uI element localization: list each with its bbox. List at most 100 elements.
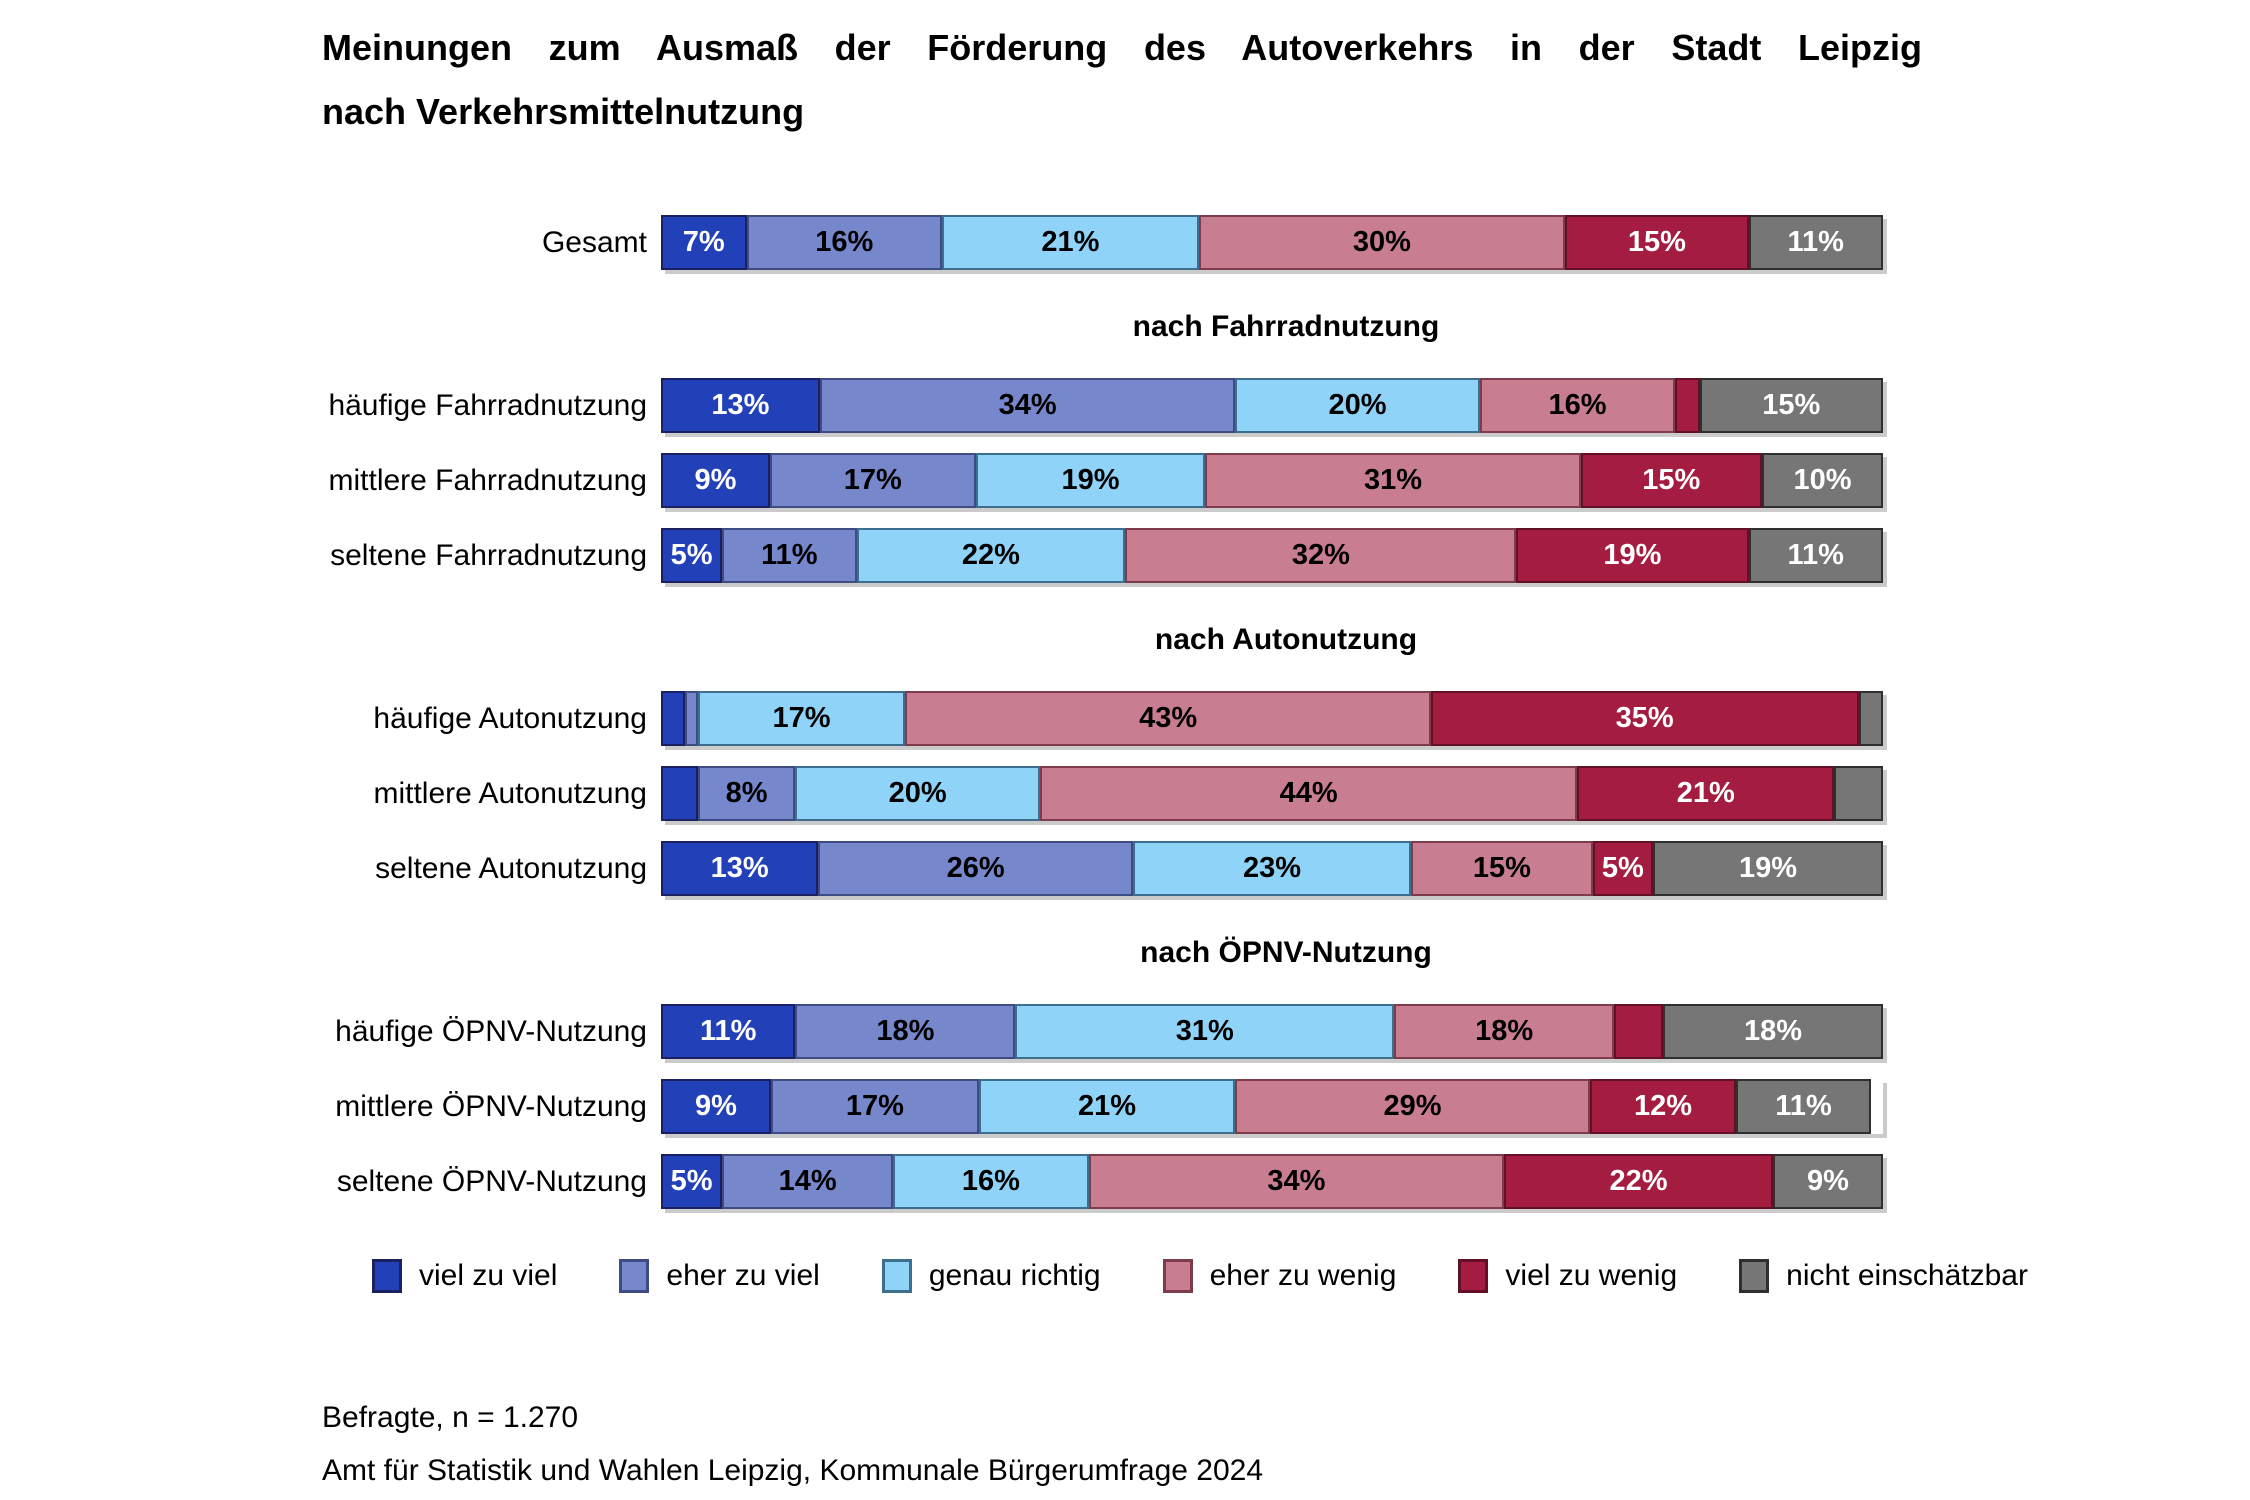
legend-label: eher zu wenig (1209, 1259, 1397, 1292)
bar-segment (661, 766, 698, 821)
bar-row: seltene Autonutzung 13% 26% 23% 15% 5% 19% (0, 841, 2250, 896)
legend-item: viel zu viel (372, 1259, 557, 1293)
bar-segment: 21% (978, 1079, 1236, 1134)
segment-value-label: 11% (1787, 226, 1844, 258)
segment-value-label: 17% (845, 1090, 904, 1122)
legend-label: eher zu viel (666, 1259, 820, 1292)
bar-segment: 7% (661, 215, 747, 270)
segment-value-label: 19% (1739, 852, 1798, 884)
footer-source: Amt für Statistik und Wahlen Leipzig, Ko… (322, 1454, 1264, 1487)
segment-value-label: 22% (1609, 1165, 1668, 1197)
legend-item: viel zu wenig (1458, 1259, 1677, 1293)
bar-segment: 19% (1516, 528, 1749, 583)
segment-value-label: 16% (961, 1165, 1020, 1197)
segment-value-label: 13% (710, 852, 769, 884)
bar-segment: 14% (722, 1154, 894, 1209)
stacked-bar: 7% 16% 21% 30% 15% 11% (661, 215, 1883, 270)
row-label: häufige Autonutzung (373, 702, 647, 735)
segment-value-label: 15% (1642, 464, 1701, 496)
segment-value-label: 13% (711, 389, 770, 421)
chart-legend: viel zu viel eher zu viel genau richtig ehe… (372, 1257, 2250, 1295)
bar-segment: 35% (1430, 691, 1859, 746)
bar-segment: 29% (1235, 1079, 1590, 1134)
bar-segment: 20% (795, 766, 1040, 821)
bar-segment: 5% (1592, 841, 1654, 896)
stacked-bar: 9% 17% 19% 31% 15% 10% (661, 453, 1883, 508)
segment-value-label: 15% (1762, 389, 1821, 421)
segment-value-label: 18% (1475, 1015, 1534, 1047)
stacked-bar: 5% 11% 22% 32% 19% 11% (661, 528, 1883, 583)
legend-label: viel zu wenig (1505, 1259, 1678, 1292)
legend-swatch (1739, 1259, 1770, 1293)
row-label: seltene Fahrradnutzung (330, 539, 647, 572)
stacked-bar: 13% 26% 23% 15% 5% 19% (661, 841, 1883, 896)
legend-item: nicht einschätzbar (1739, 1259, 2028, 1293)
chart-title-line1: Meinungen zum Ausmaß der Förderung des A… (322, 27, 1922, 68)
bar-segment: 34% (819, 378, 1236, 433)
bar-segment: 44% (1039, 766, 1578, 821)
bar-segment: 18% (795, 1004, 1016, 1059)
segment-value-label: 19% (1061, 464, 1120, 496)
bar-segment: 15% (1580, 453, 1763, 508)
segment-value-label: 34% (1267, 1165, 1326, 1197)
segment-value-label: 43% (1139, 702, 1198, 734)
chart-title-line2: nach Verkehrsmittelnutzung (322, 91, 805, 132)
segment-value-label: 21% (1077, 1090, 1137, 1122)
row-label: seltene Autonutzung (375, 852, 647, 885)
stacked-bar: 13% 34% 20% 16% 15% (661, 378, 1883, 433)
bar-segment: 19% (975, 453, 1206, 508)
bar-segment: 19% (1653, 841, 1883, 896)
bar-segment: 13% (661, 841, 819, 896)
bar-segment: 22% (856, 528, 1126, 583)
segment-value-label: 20% (1328, 389, 1387, 421)
segment-value-label: 15% (1627, 226, 1686, 258)
legend-swatch (372, 1259, 402, 1293)
segment-value-label: 21% (1676, 777, 1735, 809)
bar-segment: 11% (661, 1004, 796, 1059)
row-label: mittlere Fahrradnutzung (328, 464, 648, 497)
bar-segment: 26% (818, 841, 1133, 896)
bar-segment: 5% (661, 528, 723, 583)
bar-row: seltene ÖPNV-Nutzung 5% 14% 16% 34% 22% 9% (0, 1154, 2250, 1209)
segment-value-label: 9% (1807, 1165, 1849, 1197)
stacked-bar: 5% 14% 16% 34% 22% 9% (661, 1154, 1883, 1209)
bar-segment: 17% (697, 691, 906, 746)
chart-footer: Befragte, n = 1.270 Amt für Statistik un… (322, 1400, 1263, 1489)
segment-value-label: 14% (778, 1165, 837, 1197)
bar-segment: 8% (697, 766, 796, 821)
stacked-bar: 8% 20% 44% 21% (661, 766, 1883, 821)
bar-segment: 13% (661, 378, 820, 433)
section-header: nach Fahrradnutzung (1132, 310, 1440, 343)
bar-segment: 11% (1748, 528, 1883, 583)
segment-value-label: 30% (1352, 226, 1411, 258)
segment-value-label: 8% (725, 777, 768, 809)
bar-segment: 15% (1699, 378, 1883, 433)
bar-segment: 16% (746, 215, 943, 270)
bar-row: mittlere ÖPNV-Nutzung 9% 17% 21% 29% 12% 11% (0, 1079, 2250, 1134)
segment-value-label: 17% (843, 464, 902, 496)
row-label: häufige ÖPNV-Nutzung (335, 1015, 647, 1048)
row-label: Gesamt (541, 226, 647, 259)
bar-segment: 9% (661, 453, 770, 508)
bar-segment: 9% (1772, 1154, 1883, 1209)
bar-segment: 17% (770, 1079, 979, 1134)
segment-value-label: 44% (1279, 777, 1338, 809)
segment-value-label: 5% (670, 1165, 713, 1197)
legend-label: viel zu viel (419, 1259, 558, 1292)
bar-segment (1614, 1004, 1663, 1059)
bar-segment: 23% (1132, 841, 1412, 896)
legend-label: nicht einschätzbar (1786, 1259, 2028, 1292)
bar-segment: 18% (1394, 1004, 1615, 1059)
bar-segment (1834, 766, 1883, 821)
bar-segment: 43% (905, 691, 1431, 746)
row-label: mittlere ÖPNV-Nutzung (335, 1090, 647, 1123)
segment-value-label: 35% (1615, 702, 1674, 734)
segment-value-label: 17% (772, 702, 831, 734)
bar-row: seltene Fahrradnutzung 5% 11% 22% 32% 19% 11% (0, 528, 2250, 583)
bar-segment (1675, 378, 1700, 433)
segment-value-label: 11% (1775, 1090, 1832, 1122)
row-label: seltene ÖPNV-Nutzung (336, 1165, 647, 1198)
bar-segment: 11% (722, 528, 857, 583)
bar-segment: 31% (1205, 453, 1581, 508)
